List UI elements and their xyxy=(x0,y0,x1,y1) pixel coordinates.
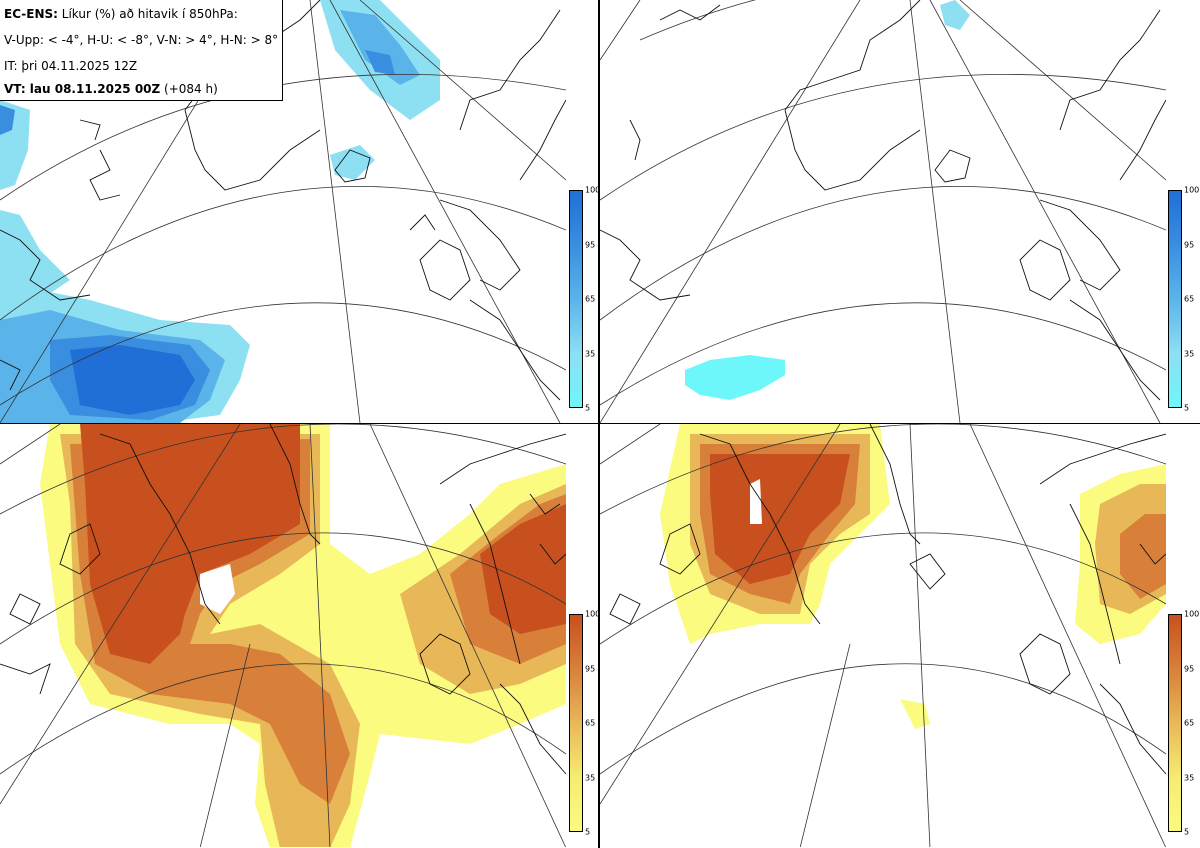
coastline xyxy=(0,424,566,775)
panel-divider-vertical xyxy=(598,0,600,848)
colorbar-tick-label: 65 xyxy=(585,294,596,304)
panel-warm-plus8 xyxy=(600,424,1166,847)
panel-cold-minus8 xyxy=(600,0,1166,423)
map-cold-minus8 xyxy=(600,0,1166,423)
coastline xyxy=(600,0,1166,401)
colorbar-segment xyxy=(569,668,583,723)
probability-field xyxy=(0,0,440,423)
colorbar-warm-right: 100 95 65 35 5 xyxy=(1168,610,1199,837)
colorbar-tick-label: 65 xyxy=(1184,294,1195,304)
legend-title: EC-ENS: Líkur (%) að hitavik í 850hPa: xyxy=(4,7,238,21)
colorbar-tick-label: 65 xyxy=(585,718,596,728)
coastline xyxy=(609,424,1166,775)
colorbar-segment xyxy=(569,299,583,354)
legend-valid-time-rest: (+084 h) xyxy=(160,82,218,96)
colorbar-cold-right: 100 95 65 35 5 xyxy=(1168,186,1199,413)
legend-valid-time-bold: VT: lau 08.11.2025 00Z xyxy=(4,82,161,96)
map-legend: EC-ENS: Líkur (%) að hitavik í 850hPa: V… xyxy=(0,0,283,101)
colorbar-warm-left: 100 95 65 35 5 xyxy=(569,610,600,837)
colorbar-segment xyxy=(569,353,583,408)
colorbar-frame xyxy=(569,190,583,408)
colorbar-tick-label: 100 xyxy=(1184,185,1200,195)
colorbar-tick-label: 95 xyxy=(585,240,596,249)
colorbar-tick-label: 65 xyxy=(1184,718,1195,728)
colorbar-segment xyxy=(569,614,583,669)
colorbar-frame xyxy=(569,614,583,832)
colorbar-segment xyxy=(1168,299,1182,354)
map-warm-plus8 xyxy=(600,424,1166,847)
colorbar-tick-label: 35 xyxy=(1184,349,1195,358)
colorbar-segment xyxy=(1168,668,1182,723)
colorbar-frame xyxy=(1168,614,1182,832)
probability-field xyxy=(40,424,566,847)
colorbar-tick-label: 5 xyxy=(585,403,591,413)
panel-warm-plus4 xyxy=(0,424,566,847)
colorbar-segment xyxy=(1168,777,1182,832)
colorbar-tick-label: 95 xyxy=(1184,240,1195,249)
colorbar-segment xyxy=(1168,723,1182,778)
map-cold-minus4 xyxy=(0,0,566,423)
colorbar-tick-label: 5 xyxy=(1184,403,1190,413)
colorbar-tick-label: 95 xyxy=(585,664,596,673)
panel-divider-horizontal xyxy=(0,423,1200,424)
colorbar-segment xyxy=(569,777,583,832)
colorbar-frame xyxy=(1168,190,1182,408)
colorbar-tick-label: 5 xyxy=(1184,827,1190,837)
colorbar-tick-label: 5 xyxy=(585,827,591,837)
legend-title-bold: EC-ENS: xyxy=(4,7,58,21)
colorbar-tick-label: 35 xyxy=(1184,773,1195,782)
colorbar-tick-label: 35 xyxy=(585,349,596,358)
colorbar-segment xyxy=(1168,353,1182,408)
panel-cold-minus4 xyxy=(0,0,566,423)
map-warm-plus4 xyxy=(0,424,566,847)
colorbar-tick-label: 100 xyxy=(1184,609,1200,619)
colorbar-tick-label: 100 xyxy=(585,609,601,619)
colorbar-segment xyxy=(569,244,583,299)
colorbar-tick-label: 95 xyxy=(1184,664,1195,673)
legend-valid-time: VT: lau 08.11.2025 00Z (+084 h) xyxy=(4,82,218,96)
legend-title-rest: Líkur (%) að hitavik í 850hPa: xyxy=(57,7,238,21)
legend-thresholds: V-Upp: < -4°, H-U: < -8°, V-N: > 4°, H-N… xyxy=(4,33,279,47)
graticule xyxy=(600,424,1166,847)
graticule xyxy=(0,424,566,847)
colorbar-segment xyxy=(569,190,583,245)
colorbar-tick-label: 100 xyxy=(585,185,601,195)
colorbar-segment xyxy=(1168,244,1182,299)
colorbar-tick-label: 35 xyxy=(585,773,596,782)
colorbar-cold-left: 100 95 65 35 5 xyxy=(569,186,600,413)
colorbar-segment xyxy=(569,723,583,778)
graticule xyxy=(600,0,1166,423)
probability-field xyxy=(685,0,970,400)
coastline xyxy=(0,0,566,401)
colorbar-segment xyxy=(1168,614,1182,669)
colorbar-segment xyxy=(1168,190,1182,245)
legend-init-time: IT: þri 04.11.2025 12Z xyxy=(4,59,138,73)
